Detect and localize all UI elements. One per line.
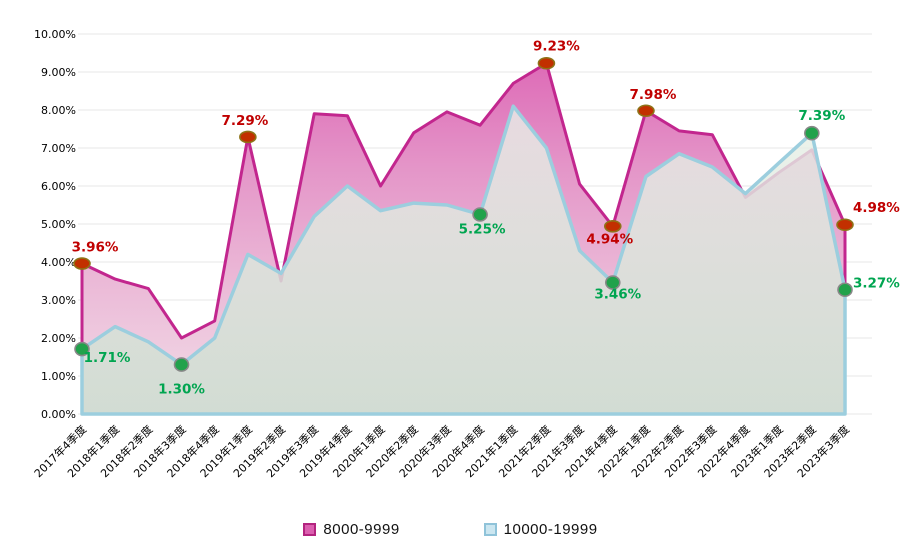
data-point-label: 4.98% — [853, 200, 900, 216]
data-point-marker — [173, 357, 190, 372]
data-point-marker — [604, 275, 621, 290]
data-point-label: 1.71% — [84, 350, 131, 366]
series-area-10000-19999 — [80, 104, 847, 416]
data-point-marker — [73, 257, 91, 270]
legend-label-10000-19999: 10000-19999 — [503, 521, 598, 538]
y-tick-label: 0.00% — [41, 408, 76, 421]
legend-label-8000-9999: 8000-9999 — [323, 521, 400, 538]
y-tick-label: 9.00% — [41, 66, 76, 79]
data-point-marker — [836, 218, 854, 232]
y-tick-label: 10.00% — [34, 28, 76, 41]
data-point-marker — [537, 56, 556, 70]
legend-swatch-pink — [303, 523, 317, 536]
data-point-marker — [804, 125, 820, 141]
data-point-label: 1.30% — [158, 382, 205, 398]
data-point-marker — [239, 130, 257, 144]
y-tick-label: 4.00% — [41, 256, 76, 269]
y-tick-label: 8.00% — [41, 104, 76, 117]
data-point-label: 3.96% — [72, 240, 119, 256]
chart-legend: 8000-9999 10000-19999 — [0, 521, 901, 538]
y-tick-label: 7.00% — [41, 142, 76, 155]
data-point-label: 9.23% — [533, 38, 580, 54]
area-chart: 0.00% 1.00% 2.00% 3.00% 4.00% 5.00% 6.00% 7.00%… — [31, 28, 900, 480]
data-point-marker — [472, 207, 488, 222]
data-point-label: 4.94% — [586, 231, 633, 247]
data-point-marker — [637, 104, 655, 118]
data-point-label: 3.27% — [853, 276, 900, 292]
data-point-label: 3.46% — [594, 287, 641, 303]
data-point-label: 7.39% — [798, 108, 845, 124]
legend-item-8000-9999: 8000-9999 — [303, 521, 399, 538]
y-tick-label: 3.00% — [41, 294, 76, 307]
data-point-marker — [603, 219, 622, 233]
y-tick-label: 6.00% — [41, 180, 76, 193]
y-tick-label: 1.00% — [41, 370, 76, 383]
y-tick-label: 2.00% — [41, 332, 76, 345]
legend-swatch-blue — [483, 523, 497, 536]
data-point-marker — [837, 282, 853, 298]
data-point-label: 7.98% — [630, 87, 677, 103]
y-tick-label: 5.00% — [41, 218, 76, 231]
data-point-label: 7.29% — [221, 113, 268, 129]
data-point-label: 5.25% — [459, 222, 506, 238]
legend-item-10000-19999: 10000-19999 — [483, 521, 598, 538]
data-point-marker — [74, 341, 90, 357]
